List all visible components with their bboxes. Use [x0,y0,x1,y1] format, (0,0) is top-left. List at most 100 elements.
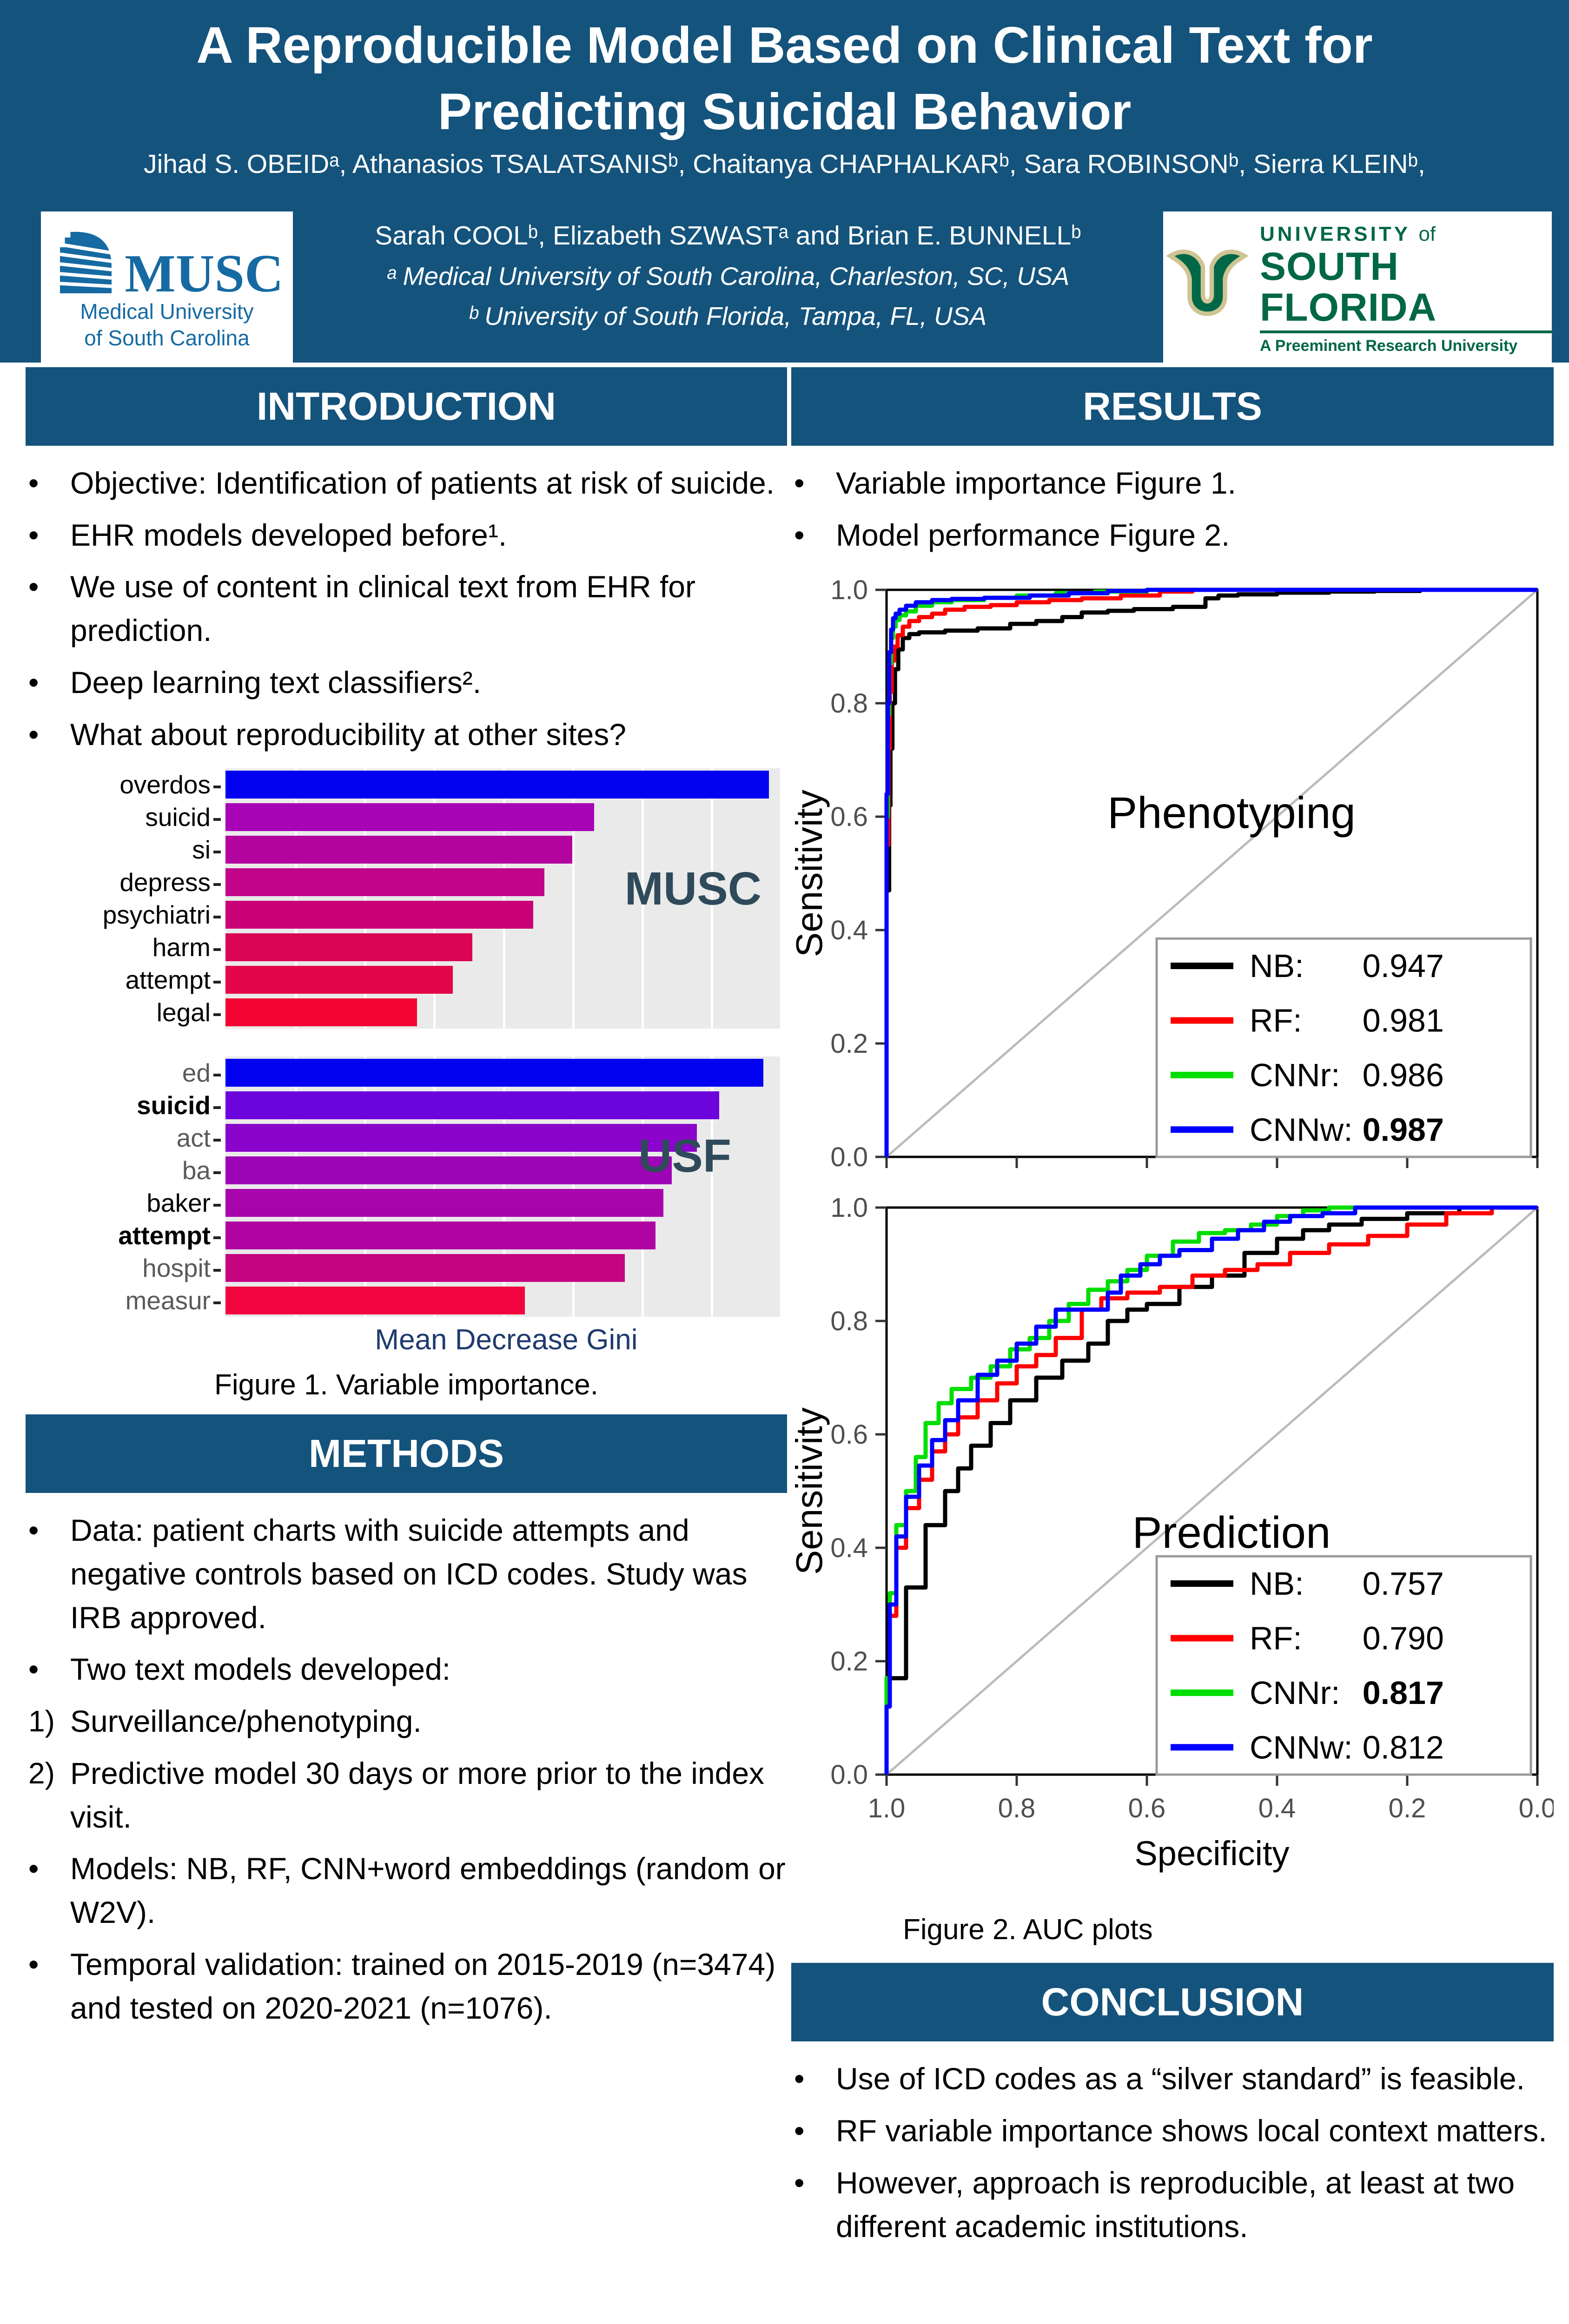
bullet-marker: • [28,466,39,500]
axis-tick [213,948,221,951]
grid-line [572,768,575,1029]
bar [225,1189,664,1217]
bar-label: act [26,1123,225,1153]
svg-text:0.986: 0.986 [1363,1057,1444,1093]
results-bullets: • Variable importance Figure 1. • Model per… [791,462,1554,557]
bar-row: suicid [26,1089,787,1122]
bullet-text: RF variable importance shows local conte… [836,2113,1547,2148]
bar [225,1124,697,1152]
bullet-marker: • [28,665,39,699]
bar [225,1254,625,1282]
roc-curve-NB [884,588,1537,1157]
axis-tick [213,1268,221,1272]
svg-text:1.0: 1.0 [868,1793,906,1823]
affiliation-a: ᵃ Medical University of South Carolina, … [386,262,1070,290]
bullet-item: 2) Predictive model 30 days or more prior… [26,1752,787,1839]
bullet-text: Deep learning text classifiers². [70,665,482,700]
prediction-roc-figure: 1.0 0.8 0.6 0.4 0.2 0.0 1.0 0.8 0.6 0.4 0.2 0.0 Spec… [788,1191,1556,1909]
bullet-marker: • [28,1652,39,1686]
bar [225,868,544,897]
roc-curve-RF [884,588,1537,1157]
svg-text:1.0: 1.0 [830,1193,868,1223]
bar [225,1156,672,1185]
musc-logo-line2: of South Carolina [84,326,250,350]
roc-title: Prediction [1132,1508,1331,1558]
bar-label: harm [26,932,225,962]
bar-label: hospit [26,1253,225,1283]
y-axis-label: Sensitivity [791,1407,830,1575]
bar-label: overdos [26,770,225,799]
bar-label: measur [26,1286,225,1315]
bar-label: suicid [26,1090,225,1120]
bullet-item: • RF variable importance shows local cont… [791,2109,1554,2153]
bullet-marker: • [794,2062,805,2096]
svg-text:0.4: 0.4 [830,1533,868,1563]
bullet-text: Use of ICD codes as a “silver standard” … [836,2061,1525,2096]
bullet-text: Objective: Identification of patients at… [70,466,775,500]
bullet-item: • Two text models developed: [26,1648,787,1691]
affiliation-b: ᵇ University of South Florida, Tampa, FL… [469,302,987,330]
bullet-marker: • [28,717,39,751]
bullet-marker: • [794,2114,805,2148]
musc-importance-chart: overdos suicid si depress psychiatri harm atte… [26,768,787,1029]
svg-text:0.2: 0.2 [1389,1793,1426,1823]
bullet-marker: • [28,1947,39,1981]
bar-label: psychiatri [26,900,225,930]
axis-tick [213,850,221,853]
bar-row: act [26,1122,787,1154]
results-header: RESULTS [791,367,1554,446]
authors-line1: Jihad S. OBEIDᵃ, Athanasios TSALATSANISᵇ… [144,149,1425,179]
methods-list: • Data: patient charts with suicide attem… [26,1509,787,2030]
poster-title-line1: A Reproducible Model Based on Clinical T… [196,17,1373,74]
axis-tick [213,1013,221,1016]
bar-row: measur [26,1284,787,1317]
grid-line [433,1056,436,1317]
svg-text:0.987: 0.987 [1363,1112,1444,1148]
axis-tick [213,1171,221,1174]
musc-wordmark: MUSC [125,244,284,304]
grid-line [295,1056,298,1317]
bullet-marker: 2) [28,1756,55,1790]
musc-logo-row: MUSC [50,226,284,304]
svg-text:0.947: 0.947 [1363,948,1444,984]
axis-tick [213,1073,221,1076]
bar-label: si [26,835,225,865]
axis-tick [213,785,221,788]
svg-text:NB:: NB: [1250,1565,1304,1602]
bar-label: baker [26,1188,225,1218]
bar-row: harm [26,931,787,964]
right-column: RESULTS • Variable importance Figure 1. • M… [788,367,1556,2257]
bullet-marker: • [28,570,39,604]
bar-label: attempt [26,1221,225,1250]
bar [225,836,572,864]
bar-label: legal [26,997,225,1027]
axis-tick [213,1203,221,1207]
bar-label: attempt [26,965,225,995]
svg-text:0.812: 0.812 [1363,1730,1444,1766]
figure2-caption: Figure 2. AUC plots [903,1914,1153,1946]
usf-logo-line1: UNIVERSITY of [1260,222,1436,245]
conclusion-header: CONCLUSION [791,1963,1554,2042]
bullet-marker: • [794,2166,805,2199]
bullet-marker: • [28,518,39,552]
chart-site-label: MUSC [624,862,761,915]
roc-curve-CNNw [884,588,1537,1157]
axis-tick [213,1138,221,1142]
introduction-header: INTRODUCTION [26,367,787,446]
svg-text:NB:: NB: [1250,948,1304,984]
bar-row: attempt [26,1219,787,1252]
phenotyping-roc-figure: 1.0 0.8 0.6 0.4 0.2 0.0 Sensitivity Phenotyping… [788,569,1554,1189]
grid-line [710,1056,713,1317]
bullet-item: • Objective: Identification of patients a… [26,462,787,505]
bar-row: ba [26,1154,787,1187]
svg-text:1.0: 1.0 [830,575,868,605]
bullet-item: • However, approach is reproducible, at l… [791,2161,1554,2248]
bar-row: attempt [26,964,787,996]
bar-label: depress [26,867,225,897]
bullet-item: • Data: patient charts with suicide attem… [26,1509,787,1639]
grid-line [572,1056,575,1317]
svg-text:CNNw:: CNNw: [1250,1730,1353,1766]
header-center-block: Sarah COOLᵇ, Elizabeth SZWASTᵃ and Brian… [293,214,1163,331]
svg-text:0.0: 0.0 [830,1760,868,1790]
svg-text:0.0: 0.0 [1519,1793,1554,1823]
